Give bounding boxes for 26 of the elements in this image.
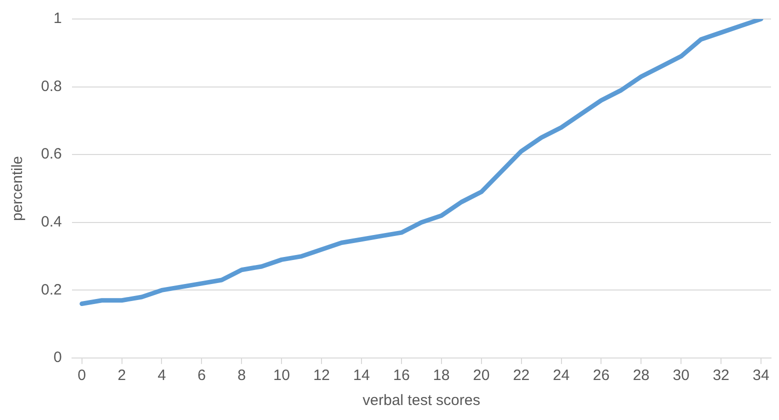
x-tick-label: 28 [632,367,650,384]
x-tick-label: 2 [118,367,126,384]
x-tick-label: 6 [198,367,206,384]
y-tick-label: 0.4 [40,214,62,231]
x-tick-label: 26 [592,367,610,384]
x-tick-label: 30 [672,367,690,384]
x-tick-label: 24 [552,367,570,384]
x-tick-label: 22 [512,367,530,384]
x-tick-label: 0 [78,367,86,384]
x-axis-title: verbal test scores [362,392,480,410]
x-tick-label: 10 [273,367,290,384]
x-tick-label: 32 [712,367,730,384]
x-tick-label: 8 [237,367,246,384]
y-tick-label: 0.6 [40,146,62,163]
x-tick-label: 20 [473,367,490,384]
x-tick-label: 16 [393,367,410,384]
x-tick-label: 12 [313,367,330,384]
x-tick-label: 14 [353,367,370,384]
y-axis-title: percentile [9,156,26,222]
y-tick-label: 0.8 [40,78,62,95]
y-tick-label: 0.2 [40,281,62,298]
x-tick-label: 18 [433,367,450,384]
x-tick-label: 4 [158,367,166,384]
y-tick-label: 1 [54,10,62,28]
y-tick-label: 0 [54,349,62,366]
x-tick-label: 34 [752,367,770,384]
